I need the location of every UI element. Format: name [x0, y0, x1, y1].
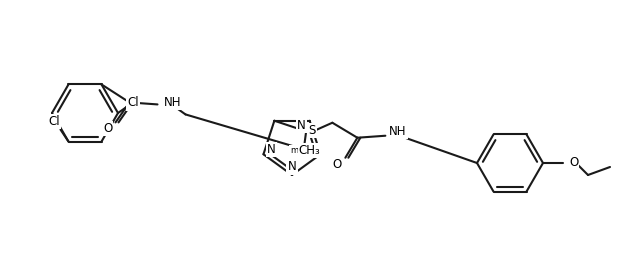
- Text: Cl: Cl: [49, 115, 61, 128]
- Text: N: N: [297, 119, 306, 132]
- Text: Cl: Cl: [127, 97, 139, 110]
- Text: N: N: [288, 161, 296, 173]
- Text: NH: NH: [163, 96, 181, 109]
- Text: NH: NH: [389, 125, 407, 138]
- Text: O: O: [569, 157, 578, 169]
- Text: CH₃: CH₃: [299, 144, 321, 157]
- Text: S: S: [309, 124, 316, 137]
- Text: methyl: methyl: [290, 146, 319, 155]
- Text: N: N: [267, 143, 276, 156]
- Text: O: O: [103, 122, 112, 135]
- Text: O: O: [333, 158, 342, 171]
